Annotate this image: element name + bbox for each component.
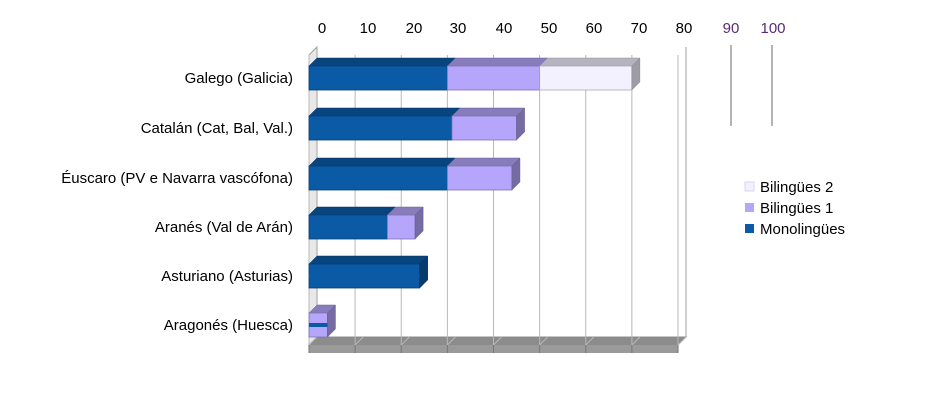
bar-top — [308, 57, 456, 67]
gridline-depth — [631, 336, 641, 346]
bar-top — [451, 107, 526, 117]
legend-label: Bilingües 2 — [760, 179, 833, 196]
bar-top — [308, 206, 397, 216]
bar — [446, 65, 541, 91]
bar-top — [308, 157, 456, 167]
gridline-depth — [585, 336, 595, 346]
grid-group — [307, 45, 688, 353]
bar-segment-biling-es-1 — [446, 57, 549, 91]
bar-side — [511, 157, 521, 191]
x-tick-label: 60 — [586, 20, 603, 37]
bar — [539, 65, 633, 91]
bar-top — [446, 57, 549, 67]
bar — [308, 214, 388, 240]
bar-top — [539, 57, 641, 67]
bar-segment-monoling-es — [308, 57, 456, 91]
gridline-depth — [677, 336, 687, 346]
x-tick-label: 100 — [760, 20, 785, 37]
category-label: Asturiano (Asturias) — [161, 268, 293, 285]
x-tick-label: 30 — [450, 20, 467, 37]
x-tick-label: 20 — [406, 20, 423, 37]
bars-group — [308, 57, 641, 338]
gridline-depth — [308, 336, 318, 346]
bar-segment-biling-es-1 — [446, 157, 521, 191]
category-label: Catalán (Cat, Bal, Val.) — [141, 120, 293, 137]
legend: Bilingües 2 Bilingües 1 Monolingües — [744, 179, 845, 238]
category-label: Aranés (Val de Arán) — [155, 219, 293, 236]
bar-segment-monoling-es — [308, 157, 456, 191]
gridline-depth — [354, 336, 364, 346]
bar — [308, 115, 453, 141]
gridline-depth — [400, 336, 410, 346]
bar-side — [419, 255, 428, 289]
bar — [308, 165, 448, 191]
bar-segment-biling-es-2 — [539, 57, 641, 91]
bar-inner-stripe — [309, 274, 420, 278]
gridline-depth — [447, 336, 456, 346]
legend-label: Bilingües 1 — [760, 200, 833, 217]
gridline-depth — [493, 336, 502, 346]
bar-segment-biling-es-1 — [451, 107, 526, 141]
gridline-depth — [539, 336, 548, 346]
bar-top — [446, 157, 521, 167]
category-label: Galego (Galicia) — [185, 70, 293, 87]
left-wall — [308, 45, 318, 347]
x-tick-label: 50 — [541, 20, 558, 37]
bar-side — [631, 57, 641, 91]
bar — [387, 214, 416, 240]
category-label: Aragonés (Huesca) — [164, 317, 293, 334]
bar-side — [327, 304, 336, 338]
category-label: Éuscaro (PV e Navarra vascófona) — [61, 170, 293, 187]
bar — [451, 115, 517, 141]
x-tick-label: 40 — [496, 20, 513, 37]
bar-top — [308, 255, 429, 265]
x-tick-label: 70 — [631, 20, 648, 37]
bar-segment-biling-es-1 — [386, 206, 424, 240]
bar-segment-monoling-es — [308, 107, 461, 141]
legend-swatch — [744, 181, 755, 192]
legend-swatch — [745, 203, 754, 212]
bar-side — [414, 206, 424, 240]
legend-swatch — [745, 224, 754, 233]
x-tick-label: 0 — [318, 20, 326, 37]
bar-segment-biling-es-1 — [308, 304, 337, 338]
x-tick-label: 10 — [360, 20, 377, 37]
bar — [446, 165, 513, 191]
legend-label: Monolingües — [760, 221, 845, 238]
bar-inner-stripe — [309, 323, 328, 327]
bar-segment-monoling-es — [308, 255, 429, 289]
bar-segment-monoling-es — [308, 206, 397, 240]
bar-side — [516, 107, 525, 141]
x-tick-label: 80 — [676, 20, 693, 37]
x-tick-label: 90 — [723, 20, 740, 37]
bar — [308, 65, 448, 91]
bar-top — [308, 107, 461, 117]
